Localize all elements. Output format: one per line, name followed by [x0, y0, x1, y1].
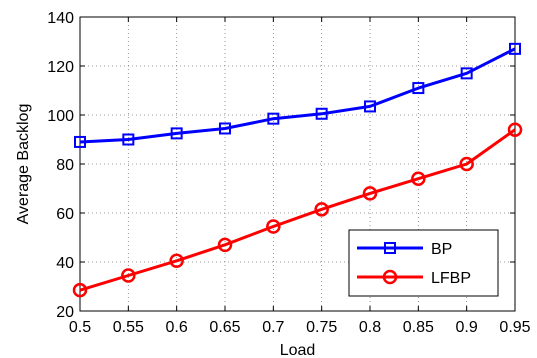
- series-line-lfbp: [79, 128, 516, 292]
- y-tick-label: 140: [47, 10, 74, 27]
- x-tick-label: 0.7: [262, 319, 284, 336]
- y-tick-label: 120: [47, 59, 74, 76]
- data-point-circle-marker: [314, 202, 329, 217]
- x-tick-labels: 0.5 0.55 0.6 0.65 0.7 0.75 0.8 0.85 0.9 0.95: [69, 319, 531, 336]
- y-axis-label: Average Backlog: [15, 104, 32, 225]
- y-tick-label: 60: [56, 206, 74, 223]
- data-point-square-marker: [315, 107, 328, 120]
- data-point-circle-marker: [169, 253, 184, 269]
- data-point-circle-marker: [507, 122, 523, 137]
- data-point-square-marker: [509, 42, 521, 55]
- legend-label-lfbp: LFBP: [431, 270, 471, 287]
- data-point-square-marker: [74, 135, 86, 148]
- x-tick-label: 0.95: [499, 319, 530, 336]
- y-tick-label: 80: [56, 157, 74, 174]
- series-line-bp: [79, 47, 516, 144]
- series-bp: [74, 42, 521, 148]
- x-axis-label: Load: [280, 342, 316, 358]
- series-layer: [72, 42, 523, 298]
- data-point-square-marker: [122, 133, 135, 146]
- x-tick-label: 0.85: [403, 319, 434, 336]
- legend-box: [348, 229, 499, 297]
- data-point-square-marker: [384, 242, 396, 254]
- data-point-circle-marker: [411, 171, 426, 186]
- data-point-square-marker: [219, 122, 231, 135]
- data-point-circle-marker: [121, 268, 136, 283]
- y-tick-label: 40: [56, 255, 74, 272]
- y-tick-label: 100: [47, 108, 74, 125]
- data-point-square-marker: [170, 127, 183, 140]
- series-lfbp: [72, 122, 523, 298]
- x-tick-label: 0.55: [113, 319, 144, 336]
- y-tick-labels: 20 40 60 80 100 120 140: [47, 10, 74, 321]
- legend: BP LFBP: [348, 229, 499, 297]
- data-point-square-marker: [460, 67, 473, 80]
- data-point-circle-marker: [217, 237, 233, 253]
- data-point-circle-marker: [72, 282, 88, 298]
- x-tick-label: 0.8: [359, 319, 381, 336]
- axis-ticks: [79, 16, 516, 312]
- x-tick-label: 0.65: [209, 319, 240, 336]
- y-tick-label: 20: [56, 304, 74, 321]
- x-tick-label: 0.5: [69, 319, 91, 336]
- data-point-circle-marker: [266, 219, 281, 234]
- data-point-circle-marker: [362, 186, 378, 201]
- legend-label-bp: BP: [431, 241, 452, 258]
- x-tick-label: 0.75: [306, 319, 337, 336]
- x-tick-label: 0.9: [456, 319, 478, 336]
- data-point-circle-marker: [459, 156, 474, 172]
- data-point-square-marker: [364, 100, 376, 113]
- data-point-square-marker: [267, 112, 280, 125]
- data-point-circle-marker: [382, 269, 398, 285]
- data-point-square-marker: [412, 82, 425, 95]
- x-tick-label: 0.6: [166, 319, 188, 336]
